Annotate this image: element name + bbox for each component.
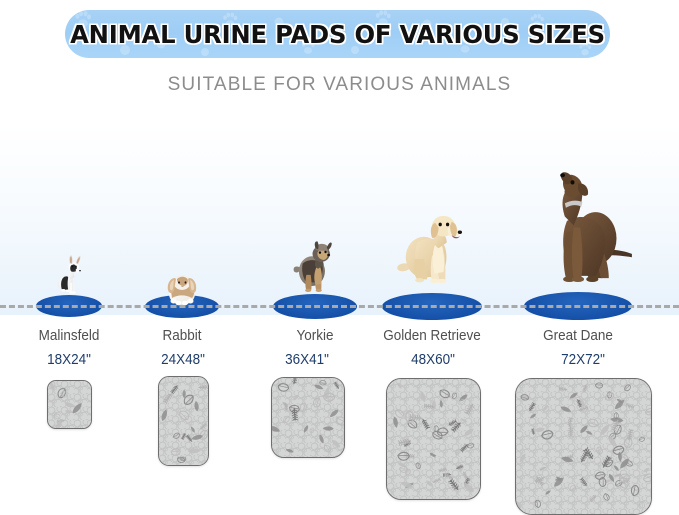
pad-samples-row (0, 370, 679, 515)
header-banner: ANIMAL URINE PADS OF VARIOUS SIZES (65, 10, 610, 58)
animal-slot (372, 165, 492, 320)
animal-name-label: Golden Retrieve (383, 328, 481, 344)
animal-name-label: Malinsfeld (38, 328, 100, 344)
animal-name-label: Yorkie (296, 328, 334, 344)
yorkie-icon (293, 241, 332, 293)
pad-sample[interactable] (386, 378, 481, 500)
pad-size-label: 24X48" (160, 352, 205, 368)
pad-size-row: 18X24" 24X48" 36X41" 48X60" 72X72" (0, 352, 679, 370)
page-title: ANIMAL URINE PADS OF VARIOUS SIZES (70, 19, 605, 49)
pad-texture-icon (272, 378, 344, 457)
pad-size-label: 36X41" (285, 352, 329, 368)
golden-retriever-icon (397, 215, 463, 284)
pad-size-label: 48X60" (410, 352, 455, 368)
animal-slot (518, 135, 638, 320)
great-dane-icon (560, 172, 632, 283)
paw-print-pattern-icon (75, 10, 592, 56)
animal-size-scene (0, 125, 679, 315)
rabbit-icon (167, 275, 197, 306)
animal-name-label: Great Dane (543, 328, 613, 344)
pad-size-label: 72X72" (560, 352, 605, 368)
pad-texture-icon (387, 379, 480, 499)
pad-sample[interactable] (271, 377, 345, 458)
animal-name-label: Rabbit (162, 328, 202, 344)
pad-texture-icon (516, 379, 651, 514)
pad-size-label: 18X24" (46, 352, 91, 368)
pad-texture-icon (48, 381, 91, 428)
animal-slot (255, 205, 375, 319)
pad-sample[interactable] (47, 380, 92, 429)
animal-name-row: Malinsfeld Rabbit Yorkie Golden Retrieve Gre… (0, 328, 679, 346)
pad-sample[interactable] (158, 376, 209, 466)
animal-slot (122, 248, 242, 318)
pad-texture-icon (159, 377, 208, 465)
pad-sample[interactable] (515, 378, 652, 515)
ground-dashed-line (0, 305, 679, 308)
page-subtitle: SUITABLE FOR VARIOUS ANIMALS (167, 74, 512, 95)
chihuahua-icon (57, 255, 81, 294)
